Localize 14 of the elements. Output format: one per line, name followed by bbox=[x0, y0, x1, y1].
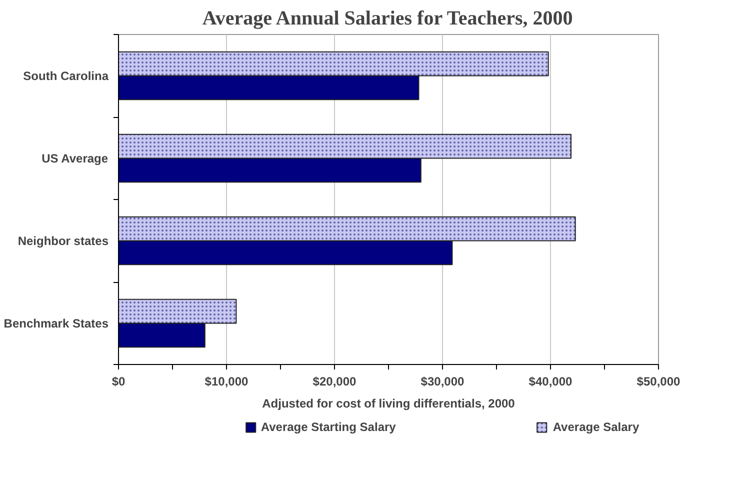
y-tick-label: Neighbor states bbox=[18, 234, 109, 248]
x-tick-label: $10,000 bbox=[204, 374, 249, 388]
x-axis-title: Adjusted for cost of living differentials, 2000 bbox=[262, 396, 516, 410]
x-tick-label: $20,000 bbox=[312, 374, 357, 388]
y-tick-label: US Average bbox=[42, 151, 108, 166]
x-tick-label: $50,000 bbox=[636, 374, 681, 388]
legend-label: Average Starting Salary bbox=[260, 420, 396, 434]
y-tick-label: Benchmark States bbox=[4, 316, 109, 330]
x-tick-label: $40,000 bbox=[528, 374, 573, 388]
x-tick-label: $0 bbox=[112, 374, 126, 388]
chart-title: Average Annual Salaries for Teachers, 2000 bbox=[202, 8, 573, 30]
legend-label: Average Salary bbox=[552, 420, 640, 434]
y-tick-label: South Carolina bbox=[23, 68, 109, 83]
x-tick-label: $30,000 bbox=[420, 374, 465, 388]
